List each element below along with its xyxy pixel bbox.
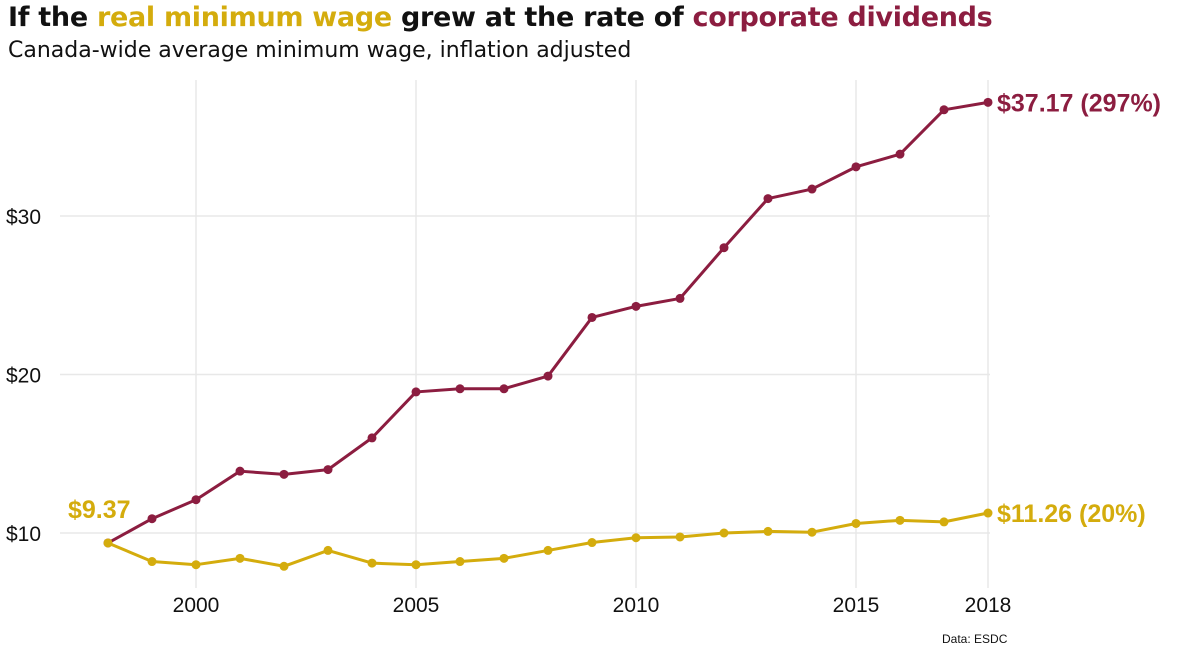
data-point xyxy=(719,528,729,538)
data-point xyxy=(851,518,861,528)
data-point xyxy=(147,514,157,524)
end-label: $37.17 (297%) xyxy=(997,89,1161,117)
data-point xyxy=(983,97,993,107)
x-tick-label: 2018 xyxy=(965,594,1012,617)
data-point xyxy=(235,553,245,563)
title-part: If the xyxy=(8,2,97,33)
data-point xyxy=(499,384,509,394)
data-point xyxy=(763,526,773,536)
data-point xyxy=(323,545,333,555)
x-tick-label: 2005 xyxy=(393,594,440,617)
data-point xyxy=(543,545,553,555)
y-tick-label: $20 xyxy=(6,365,41,388)
title-dividends: corporate dividends xyxy=(692,2,993,33)
data-point xyxy=(499,553,509,563)
data-point xyxy=(807,184,817,194)
data-point xyxy=(895,515,905,525)
data-point xyxy=(851,162,861,172)
data-point xyxy=(587,538,597,548)
y-tick-label: $30 xyxy=(6,206,41,229)
data-point xyxy=(455,557,465,567)
data-point xyxy=(631,533,641,543)
data-point xyxy=(323,465,333,475)
data-point xyxy=(939,517,949,527)
data-point xyxy=(455,384,465,394)
data-point xyxy=(367,433,377,443)
data-point xyxy=(279,469,289,479)
x-tick-label: 2000 xyxy=(173,594,220,617)
data-point xyxy=(631,301,641,311)
data-point xyxy=(983,508,993,518)
data-point xyxy=(895,149,905,159)
data-point xyxy=(719,243,729,253)
data-point xyxy=(147,557,157,567)
data-point xyxy=(279,561,289,571)
chart-title: If the real minimum wage grew at the rat… xyxy=(8,2,993,33)
data-point xyxy=(411,560,421,570)
data-point xyxy=(675,293,685,303)
data-point xyxy=(411,387,421,397)
data-point xyxy=(807,527,817,537)
title-part: grew at the rate of xyxy=(391,2,693,33)
title-wage: real minimum wage xyxy=(96,2,392,33)
data-point xyxy=(675,532,685,542)
x-tick-label: 2010 xyxy=(613,594,660,617)
x-tick-label: 2015 xyxy=(833,594,880,617)
data-point xyxy=(367,558,377,568)
data-point xyxy=(191,495,201,505)
chart-subtitle: Canada-wide average minimum wage, inflat… xyxy=(8,38,632,63)
data-point xyxy=(939,105,949,115)
data-point xyxy=(543,371,553,381)
data-point xyxy=(235,466,245,476)
y-tick-label: $10 xyxy=(6,523,41,546)
start-label: $9.37 xyxy=(68,496,131,524)
data-point xyxy=(191,560,201,570)
end-label: $11.26 (20%) xyxy=(997,500,1146,528)
data-point xyxy=(587,312,597,322)
source-note: Data: ESDC xyxy=(942,632,1008,646)
data-point xyxy=(103,538,113,548)
data-point xyxy=(763,194,773,204)
